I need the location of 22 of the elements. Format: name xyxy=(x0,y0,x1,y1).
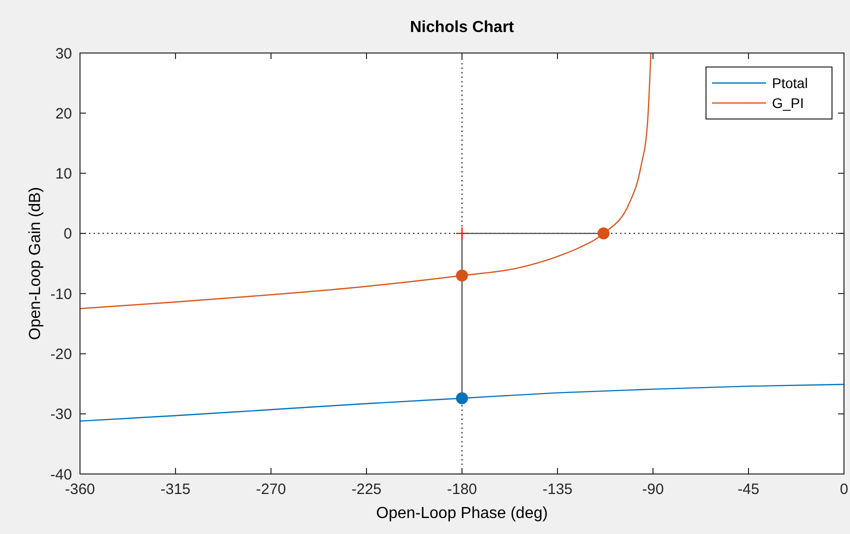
y-axis-title: Open-Loop Gain (dB) xyxy=(27,187,44,340)
x-tick-label: -135 xyxy=(542,481,573,498)
legend-label: Ptotal xyxy=(772,74,808,91)
y-tick-label: 20 xyxy=(55,105,72,122)
y-tick-label: -20 xyxy=(50,346,72,363)
x-tick-label: -45 xyxy=(738,481,760,498)
y-tick-label: 10 xyxy=(55,166,72,183)
x-tick-label: -315 xyxy=(160,481,191,498)
x-tick-label: -180 xyxy=(446,481,478,498)
y-tick-label: -10 xyxy=(50,286,72,303)
legend-label: G_PI xyxy=(772,94,804,111)
y-tick-label: 30 xyxy=(55,45,72,62)
chart-title: Nichols Chart xyxy=(410,19,515,36)
x-tick-label: -270 xyxy=(256,481,286,498)
y-tick-label: -40 xyxy=(50,466,72,484)
x-tick-label: 0 xyxy=(840,481,848,498)
y-tick-label: -30 xyxy=(50,406,72,424)
y-tick-label: 0 xyxy=(64,226,72,243)
x-axis-title: Open-Loop Phase (deg) xyxy=(376,505,548,522)
x-tick-label: -225 xyxy=(351,481,382,498)
x-tick-label: -360 xyxy=(64,481,96,498)
x-tick-label: -90 xyxy=(642,481,664,498)
